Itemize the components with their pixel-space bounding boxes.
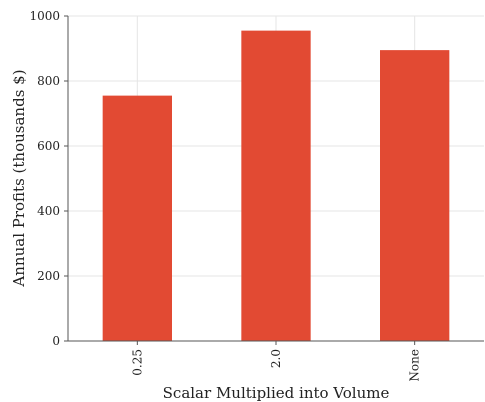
ticks-layer: 0 200 400 600 800 1000 0.25 2.0 None [29,9,421,382]
y-axis-label: Annual Profits (thousands $) [10,69,28,287]
x-tick-label: 2.0 [269,349,283,368]
bars-layer [102,30,450,341]
bar-2-0 [241,30,311,341]
x-tick-label: None [408,349,422,382]
y-tick-label: 800 [37,74,60,88]
x-tick-label: 0.25 [130,349,144,376]
y-tick-label: 600 [37,139,60,153]
x-axis-label: Scalar Multiplied into Volume [163,384,390,402]
y-tick-label: 200 [37,269,60,283]
y-tick-label: 0 [52,334,60,348]
y-tick-label: 1000 [29,9,60,23]
bar-none [380,50,450,341]
bar-0-25 [102,95,172,341]
y-tick-label: 400 [37,204,60,218]
